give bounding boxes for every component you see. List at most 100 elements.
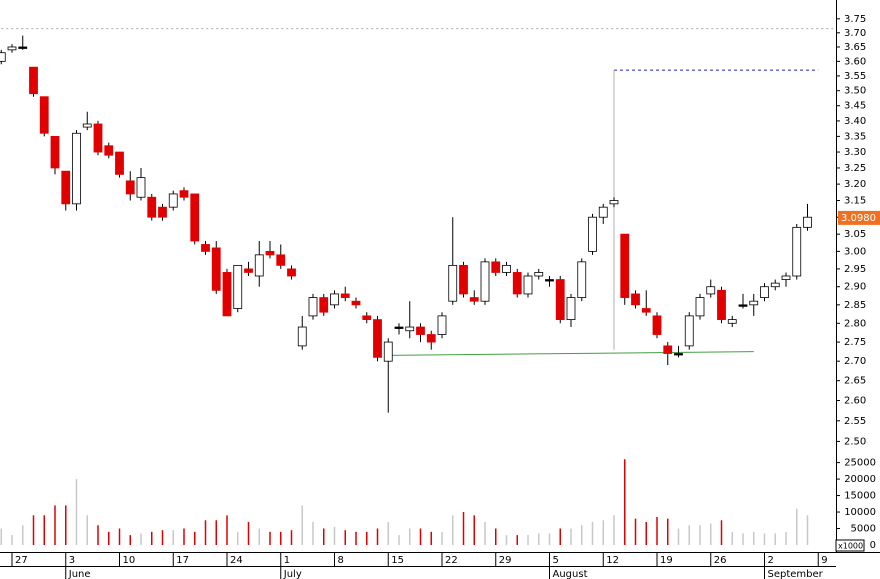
y-tick-label: 3.50: [844, 86, 866, 97]
volume-bar: [753, 531, 755, 545]
candle-body: [233, 264, 243, 309]
candle-body: [168, 193, 178, 208]
volume-bar: [452, 515, 454, 545]
candle-body: [147, 196, 157, 218]
x-tick-label: 29: [499, 555, 512, 566]
candle-body: [512, 272, 522, 295]
y-tick-label: 2.85: [844, 300, 866, 311]
volume-bar: [54, 505, 56, 545]
volume-bar: [516, 535, 518, 545]
candle-body: [104, 145, 114, 156]
candle-body: [534, 272, 544, 277]
candle-body: [792, 226, 802, 277]
y-tick-label: 2.95: [844, 264, 866, 275]
candle-body: [641, 308, 651, 313]
candle-body: [29, 66, 38, 95]
candle-body: [545, 279, 554, 282]
volume-tick-label: 15000: [844, 491, 876, 502]
volume-bar: [710, 523, 712, 545]
candle-body: [39, 96, 49, 134]
candle-body: [631, 293, 640, 306]
y-tick-label: 2.75: [844, 337, 866, 348]
x-tick-label: 10: [123, 555, 136, 566]
volume-bar: [355, 531, 357, 545]
volume-bar: [247, 521, 250, 545]
volume-bar: [602, 520, 604, 545]
y-tick-label: 3.25: [844, 163, 866, 174]
candle-body: [351, 300, 361, 306]
candle-body: [717, 289, 726, 320]
candle-body: [93, 123, 103, 153]
volume-tick-label: 25000: [844, 458, 876, 469]
month-label: August: [553, 569, 588, 579]
x-tick-label: 26: [714, 555, 727, 566]
candle-body: [319, 297, 329, 313]
y-tick-label: 3.45: [844, 101, 866, 112]
volume-bar: [0, 528, 2, 545]
candle-body: [61, 170, 71, 205]
candle-body: [222, 272, 232, 317]
volume-bar: [731, 531, 733, 545]
volume-bar: [118, 528, 121, 545]
y-tick-label: 3.40: [844, 116, 866, 127]
x-tick-label: 22: [445, 555, 458, 566]
volume-bar: [645, 521, 647, 545]
volume-bar: [699, 525, 701, 545]
candle-body: [663, 345, 673, 354]
candle-body: [308, 297, 318, 317]
x-tick-label: 3: [69, 555, 75, 566]
candle-body: [459, 264, 468, 295]
volume-bar: [151, 531, 153, 545]
candle-body: [18, 46, 28, 49]
volume-bar: [32, 515, 35, 545]
y-tick-label: 2.55: [844, 416, 866, 427]
last-price-label: 3.0980: [841, 213, 876, 224]
y-tick-label: 3.65: [844, 42, 866, 53]
volume-bar: [140, 533, 142, 545]
volume-bar: [323, 528, 325, 545]
volume-bar: [591, 521, 594, 545]
y-tick-label: 3.60: [844, 56, 866, 67]
x-tick-label: 8: [338, 555, 344, 566]
volume-tick-label: 20000: [844, 474, 876, 485]
volume-bar: [774, 533, 776, 545]
volume-bar: [376, 528, 379, 545]
volume-bar: [419, 528, 422, 545]
y-tick-label: 3.35: [844, 131, 866, 142]
candle-body: [491, 261, 501, 273]
candle-body: [179, 190, 189, 198]
candle-body: [72, 132, 81, 205]
candle-body: [469, 297, 479, 302]
candle-body: [125, 180, 135, 195]
volume-bar: [86, 515, 88, 545]
volume-bar: [613, 515, 615, 545]
volume-bar: [785, 531, 787, 545]
volume-bar: [194, 531, 196, 545]
x-tick-label: 24: [230, 555, 243, 566]
x-tick-label: 17: [176, 555, 189, 566]
candle-body: [287, 268, 296, 277]
y-tick-label: 3.30: [844, 147, 866, 158]
candle-body: [609, 200, 619, 205]
candle-body: [727, 319, 737, 324]
candle-body: [620, 233, 630, 298]
volume-bar: [505, 535, 508, 545]
volume-bar: [656, 516, 658, 545]
candle-body: [416, 326, 425, 335]
y-tick-label: 2.70: [844, 356, 866, 367]
volume-bar: [720, 520, 723, 545]
candle-body: [394, 326, 404, 329]
candle-body: [362, 315, 372, 320]
volume-bar: [462, 512, 465, 545]
volume-bar: [258, 528, 260, 545]
candle-body: [82, 123, 92, 128]
x-tick-label: 19: [660, 555, 673, 566]
volume-bar: [215, 520, 217, 545]
volume-bar: [366, 531, 368, 545]
x-tick-label: 5: [553, 555, 559, 566]
y-tick-label: 2.80: [844, 318, 866, 329]
volume-tick-label: 5000: [851, 524, 876, 535]
volume-bar: [161, 530, 164, 545]
volume-bar: [22, 525, 24, 545]
